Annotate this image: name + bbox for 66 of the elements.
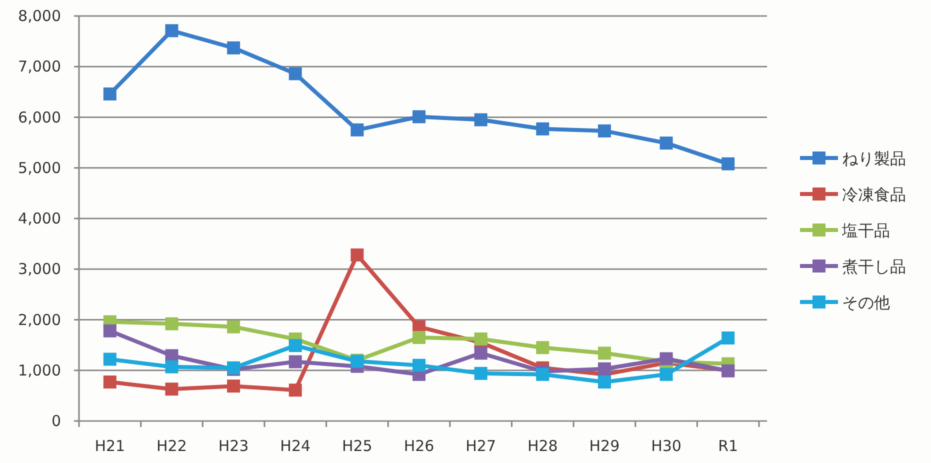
point: [288, 355, 302, 368]
x-tick-label: H28: [527, 437, 558, 455]
point: [722, 331, 735, 344]
legend-item: 煮干し品: [800, 257, 906, 276]
legend-item: その他: [800, 293, 890, 312]
point: [227, 380, 240, 393]
point: [660, 368, 673, 381]
point: [165, 24, 178, 38]
y-tick-label: 5,000: [18, 158, 61, 177]
point: [103, 352, 116, 366]
point: [536, 122, 550, 136]
legend-label: ねり製品: [842, 149, 906, 168]
point: [165, 317, 178, 330]
point: [660, 136, 673, 150]
y-tick-label: 6,000: [18, 108, 61, 126]
point: [350, 123, 364, 136]
x-tick-label: H23: [218, 437, 249, 455]
x-tick-label: H22: [156, 437, 187, 455]
legend-label: 冷凍食品: [842, 185, 906, 204]
y-tick-label: 4,000: [18, 210, 61, 228]
point: [474, 346, 488, 360]
point: [474, 332, 488, 346]
y-tick-label: 7,000: [18, 58, 61, 76]
legend-label: 煮干し品: [842, 257, 906, 276]
x-tick-label: H30: [651, 437, 682, 455]
y-tick-label: 3,000: [18, 260, 61, 278]
legend-item: 塩干品: [800, 221, 890, 240]
point: [288, 384, 302, 397]
point: [288, 67, 302, 80]
point: [536, 368, 550, 381]
point: [474, 366, 488, 380]
legend-label: 塩干品: [841, 221, 890, 240]
point: [598, 362, 611, 376]
point: [227, 320, 240, 334]
x-tick-label: H27: [466, 437, 496, 455]
point: [288, 339, 302, 352]
point: [660, 352, 673, 366]
point: [598, 346, 611, 360]
y-tick-label: 2,000: [18, 310, 61, 329]
legend-item: ねり製品: [800, 149, 906, 168]
legend-item: 冷凍食品: [800, 185, 906, 204]
y-tick-label: 1,000: [18, 361, 61, 380]
point: [598, 124, 611, 138]
point: [598, 376, 611, 389]
point: [412, 330, 426, 344]
point: [412, 110, 426, 124]
y-tick-label: 8,000: [18, 7, 61, 25]
point: [103, 324, 116, 338]
point: [412, 358, 426, 372]
x-tick-label: H25: [342, 437, 372, 455]
point: [103, 87, 116, 100]
x-tick-label: H24: [280, 437, 311, 455]
point: [536, 341, 550, 354]
y-tick-label: 0: [51, 412, 61, 430]
point: [350, 248, 364, 262]
legend-label: その他: [842, 293, 890, 312]
point: [474, 113, 488, 126]
x-tick-label: H26: [404, 437, 434, 455]
point: [165, 360, 178, 374]
point: [165, 382, 178, 396]
point: [103, 376, 116, 389]
x-tick-label: H29: [589, 437, 620, 455]
point: [722, 157, 735, 170]
point: [227, 41, 240, 54]
x-tick-label: R1: [718, 437, 738, 455]
x-tick-label: H21: [94, 437, 126, 455]
